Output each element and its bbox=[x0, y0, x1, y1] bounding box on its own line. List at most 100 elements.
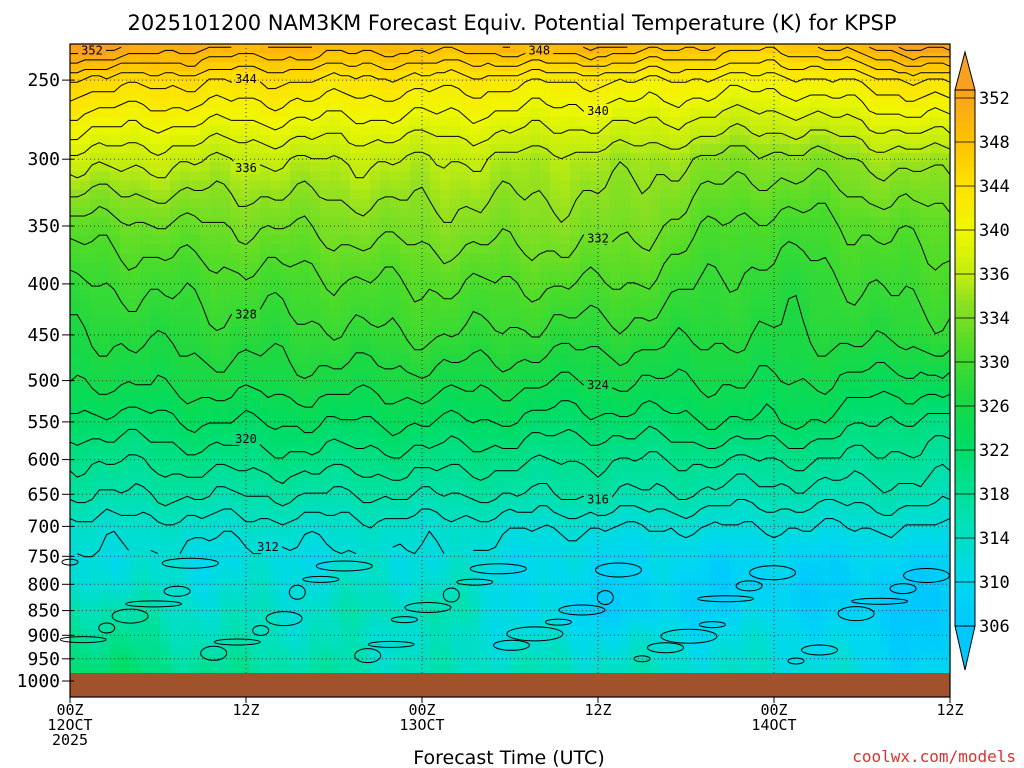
theta-e-cell bbox=[670, 544, 681, 555]
theta-e-cell bbox=[120, 226, 131, 236]
theta-e-cell bbox=[230, 590, 241, 600]
theta-e-cell bbox=[560, 398, 571, 409]
theta-e-cell bbox=[700, 189, 711, 200]
theta-e-cell bbox=[240, 226, 251, 236]
theta-e-cell bbox=[240, 207, 251, 218]
theta-e-cell bbox=[260, 262, 271, 273]
theta-e-cell bbox=[620, 380, 631, 391]
theta-e-cell bbox=[190, 544, 201, 555]
theta-e-cell bbox=[770, 89, 781, 100]
theta-e-cell bbox=[670, 517, 681, 527]
theta-e-cell bbox=[440, 499, 451, 509]
theta-e-cell bbox=[660, 653, 671, 664]
theta-e-cell bbox=[180, 98, 191, 109]
theta-e-cell bbox=[70, 262, 81, 273]
theta-e-cell bbox=[240, 216, 251, 227]
theta-e-cell bbox=[110, 398, 121, 409]
theta-e-cell bbox=[460, 571, 471, 582]
theta-e-cell bbox=[600, 353, 611, 364]
theta-e-cell bbox=[520, 271, 531, 282]
theta-e-cell bbox=[590, 171, 601, 182]
theta-e-cell bbox=[360, 44, 371, 54]
theta-e-cell bbox=[710, 226, 721, 236]
theta-e-cell bbox=[340, 335, 351, 345]
theta-e-cell bbox=[80, 189, 91, 200]
theta-e-cell bbox=[340, 216, 351, 227]
theta-e-cell bbox=[410, 626, 421, 637]
theta-e-cell bbox=[730, 553, 741, 564]
theta-e-cell bbox=[490, 289, 501, 300]
theta-e-cell bbox=[660, 571, 671, 582]
theta-e-cell bbox=[120, 571, 131, 582]
theta-e-cell bbox=[370, 144, 381, 154]
theta-e-cell bbox=[520, 244, 531, 254]
theta-e-cell bbox=[220, 207, 231, 218]
theta-e-cell bbox=[650, 98, 661, 109]
theta-e-cell bbox=[680, 89, 691, 100]
theta-e-cell bbox=[410, 153, 421, 163]
theta-e-cell bbox=[530, 235, 541, 245]
theta-e-cell bbox=[630, 253, 641, 263]
theta-e-cell bbox=[740, 107, 751, 118]
theta-e-cell bbox=[470, 644, 481, 655]
theta-e-cell bbox=[310, 171, 321, 182]
theta-e-cell bbox=[440, 471, 451, 482]
theta-e-cell bbox=[500, 553, 511, 564]
theta-e-cell bbox=[90, 599, 101, 609]
theta-e-cell bbox=[220, 125, 231, 136]
theta-e-cell bbox=[690, 362, 701, 373]
theta-e-cell bbox=[730, 98, 741, 109]
theta-e-cell bbox=[230, 280, 241, 291]
theta-e-cell bbox=[610, 535, 621, 546]
theta-e-cell bbox=[620, 353, 631, 364]
theta-e-cell bbox=[160, 107, 171, 118]
theta-e-cell bbox=[550, 617, 561, 627]
theta-e-cell bbox=[660, 644, 671, 655]
theta-e-cell bbox=[610, 371, 621, 382]
theta-e-cell bbox=[490, 235, 501, 245]
theta-e-cell bbox=[180, 344, 191, 354]
theta-e-cell bbox=[90, 435, 101, 445]
theta-e-cell bbox=[380, 144, 391, 154]
theta-e-cell bbox=[600, 271, 611, 282]
theta-e-cell bbox=[430, 435, 441, 445]
theta-e-cell bbox=[90, 662, 101, 673]
theta-e-cell bbox=[330, 180, 341, 191]
theta-e-cell bbox=[390, 408, 401, 418]
theta-e-cell bbox=[710, 444, 721, 455]
theta-e-cell bbox=[390, 180, 401, 191]
theta-e-cell bbox=[110, 599, 121, 609]
theta-e-cell bbox=[620, 271, 631, 282]
theta-e-cell bbox=[570, 226, 581, 236]
theta-e-cell bbox=[310, 471, 321, 482]
theta-e-cell bbox=[490, 671, 501, 674]
theta-e-cell bbox=[80, 125, 91, 136]
theta-e-cell bbox=[110, 489, 121, 500]
theta-e-cell bbox=[760, 344, 771, 354]
theta-e-cell bbox=[260, 71, 271, 81]
theta-e-cell bbox=[480, 535, 491, 546]
theta-e-cell bbox=[210, 98, 221, 109]
theta-e-cell bbox=[740, 62, 751, 72]
theta-e-cell bbox=[350, 590, 361, 600]
theta-e-cell bbox=[270, 162, 281, 172]
theta-e-cell bbox=[620, 253, 631, 263]
theta-e-cell bbox=[230, 253, 241, 263]
theta-e-cell bbox=[370, 499, 381, 509]
theta-e-cell bbox=[690, 135, 701, 145]
theta-e-cell bbox=[530, 617, 541, 627]
theta-e-cell bbox=[510, 198, 521, 209]
theta-e-cell bbox=[480, 553, 491, 564]
theta-e-cell bbox=[400, 544, 411, 555]
theta-e-cell bbox=[210, 53, 221, 63]
theta-e-cell bbox=[190, 344, 201, 354]
theta-e-cell bbox=[290, 426, 301, 436]
theta-e-cell bbox=[450, 562, 461, 573]
theta-e-cell bbox=[80, 453, 91, 464]
theta-e-cell bbox=[460, 635, 471, 646]
theta-e-cell bbox=[320, 435, 331, 445]
theta-e-cell bbox=[470, 135, 481, 145]
theta-e-cell bbox=[680, 535, 691, 546]
theta-e-cell bbox=[150, 207, 161, 218]
theta-e-cell bbox=[470, 226, 481, 236]
